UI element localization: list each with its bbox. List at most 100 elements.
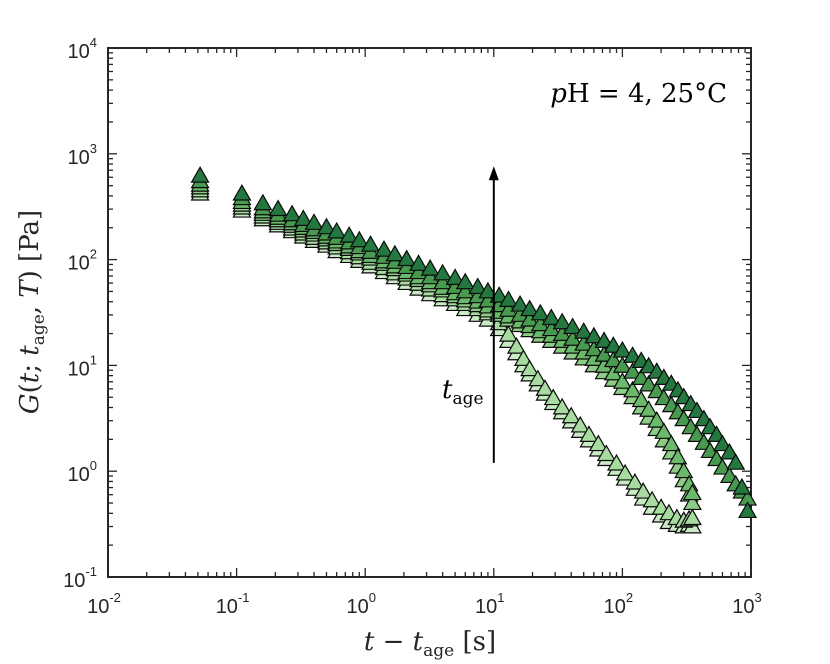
- data-point: [552, 312, 572, 330]
- data-point: [374, 240, 394, 257]
- data-point: [603, 350, 623, 368]
- data-point: [588, 434, 608, 452]
- data-point: [316, 217, 337, 235]
- data-point: [498, 325, 518, 342]
- data-point: [596, 444, 616, 462]
- data-point: [409, 254, 429, 271]
- data-point: [561, 406, 581, 424]
- data-point: [623, 380, 643, 398]
- data-point: [631, 390, 651, 408]
- data-point: [541, 308, 561, 326]
- data-point: [327, 221, 347, 239]
- data-point: [732, 477, 752, 495]
- data-point: [282, 204, 302, 222]
- y-tick-label: 104: [68, 35, 97, 63]
- data-point: [520, 299, 540, 317]
- data-point: [420, 259, 440, 276]
- data-point: [570, 415, 590, 433]
- data-series: [190, 166, 758, 534]
- data-point: [445, 268, 465, 285]
- axis-ticks: [107, 48, 751, 578]
- data-point: [268, 199, 288, 217]
- y-tick-label: 10-1: [63, 564, 97, 592]
- data-point: [687, 401, 707, 419]
- data-point: [510, 294, 530, 312]
- data-point: [304, 213, 324, 230]
- data-point: [594, 345, 614, 362]
- data-point: [520, 359, 540, 377]
- data-point: [455, 281, 475, 299]
- y-tick-label: 100: [68, 458, 97, 486]
- data-point: [726, 453, 746, 470]
- data-point: [552, 397, 572, 415]
- data-point: [682, 493, 702, 511]
- data-point: [647, 411, 667, 428]
- data-point: [603, 336, 623, 353]
- data-point: [712, 434, 733, 452]
- series-0: [190, 183, 702, 534]
- y-tick-label: 101: [68, 352, 97, 380]
- data-point: [543, 388, 563, 406]
- data-point: [639, 374, 659, 392]
- x-tick-label: 10-1: [216, 590, 250, 618]
- data-point: [642, 490, 662, 508]
- x-tick-label: 103: [732, 590, 761, 618]
- data-point: [612, 372, 632, 389]
- data-point: [668, 447, 688, 465]
- data-point: [579, 425, 599, 442]
- data-point: [625, 472, 645, 490]
- data-point: [574, 322, 594, 339]
- arrow-label: tage: [442, 375, 484, 409]
- data-point: [623, 362, 643, 379]
- data-point: [530, 303, 550, 321]
- data-point: [606, 453, 627, 471]
- data-point: [349, 230, 369, 248]
- data-point: [612, 340, 632, 358]
- x-tick-label: 100: [346, 590, 375, 618]
- data-point: [506, 337, 526, 354]
- series-5: [190, 166, 758, 519]
- data-point: [674, 461, 694, 479]
- data-point: [232, 183, 252, 201]
- data-point: [612, 356, 632, 373]
- data-point: [513, 349, 533, 366]
- data-point: [738, 501, 758, 519]
- plot-frame: [107, 47, 752, 578]
- data-point: [293, 209, 313, 226]
- y-tick-labels: 10-1 100 101 102 103 104: [63, 35, 97, 592]
- data-point: [468, 277, 488, 295]
- condition-annotation: pH = 4, 25°C: [550, 79, 727, 109]
- data-point: [584, 339, 604, 357]
- data-point: [594, 331, 614, 348]
- x-tick-label: 10-2: [87, 590, 121, 618]
- data-point: [563, 317, 583, 335]
- tage-arrow: [488, 166, 499, 463]
- data-point: [654, 388, 674, 406]
- y-tick-label: 103: [68, 141, 97, 169]
- x-tick-label: 101: [475, 590, 504, 618]
- data-point: [639, 400, 659, 417]
- data-point: [633, 481, 653, 499]
- data-point: [339, 226, 359, 243]
- x-tick-labels: 10-2 10-1 100 101 102 103: [87, 590, 762, 618]
- data-point: [455, 272, 475, 290]
- data-point: [535, 379, 555, 396]
- y-tick-label: 102: [68, 247, 97, 275]
- data-point: [623, 346, 643, 363]
- data-point: [661, 434, 681, 452]
- data-point: [584, 326, 604, 344]
- arrow-head: [488, 166, 499, 181]
- data-point: [615, 463, 635, 481]
- series-2: [190, 177, 702, 511]
- data-point: [433, 263, 453, 281]
- data-point: [712, 457, 733, 475]
- data-point: [674, 409, 694, 427]
- data-point: [385, 244, 405, 262]
- data-point: [682, 483, 702, 501]
- data-point: [719, 442, 739, 460]
- x-axis-label: t − tage [s]: [364, 627, 496, 661]
- data-point: [682, 508, 702, 526]
- data-point: [528, 369, 548, 387]
- data-point: [360, 235, 381, 252]
